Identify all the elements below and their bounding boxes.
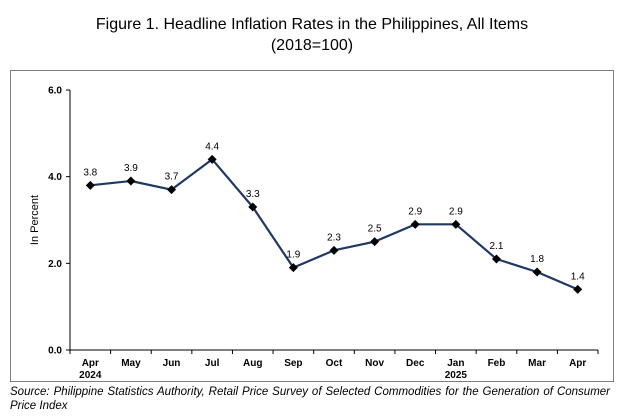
data-point-marker	[248, 202, 258, 212]
source-text: Philippine Statistics Authority, Retail …	[10, 386, 610, 412]
data-label: 2.5	[368, 224, 382, 235]
x-tick-label: Aug	[243, 358, 262, 369]
data-point-marker	[329, 245, 339, 255]
x-tick-label: Apr	[82, 358, 99, 369]
x-tick-year-label: 2025	[445, 370, 468, 381]
series-line	[85, 154, 583, 294]
data-label: 2.3	[327, 232, 341, 243]
source-note: Source: Philippine Statistics Authority, …	[10, 385, 610, 413]
data-label: 1.4	[571, 271, 585, 282]
chart-title-line-2: (2018=100)	[270, 37, 354, 54]
data-label: 3.7	[165, 172, 179, 183]
x-tick-label: Jan	[447, 358, 464, 369]
x-tick-year-label: 2024	[79, 370, 102, 381]
x-tick-label: Oct	[326, 358, 343, 369]
data-labels: 3.8 3.9 3.7 4.4 3.3 1.9 2.3 2.5 2.9 2.9 2.1 1.8 1.4	[83, 141, 585, 282]
data-point-marker	[451, 219, 461, 229]
y-tick-label: 4.0	[48, 172, 62, 183]
data-label: 2.1	[490, 241, 504, 252]
x-tick-label: Nov	[365, 358, 384, 369]
x-tick-label: Dec	[406, 358, 425, 369]
x-tick-label: Sep	[284, 358, 302, 369]
data-point-marker	[491, 254, 501, 264]
x-tick-label: Feb	[488, 358, 506, 369]
data-label: 3.8	[83, 167, 97, 178]
x-tick-label: Jun	[163, 358, 181, 369]
series-polyline	[90, 158, 579, 291]
data-point-marker	[288, 263, 298, 273]
y-tick-label: 6.0	[48, 86, 62, 97]
data-point-marker	[532, 267, 542, 277]
data-point-marker	[370, 237, 380, 247]
data-point-marker	[207, 154, 217, 164]
data-label: 2.9	[408, 206, 422, 217]
chart-title-line-1: Figure 1. Headline Inflation Rates in th…	[95, 16, 529, 33]
x-tick-label: Apr	[569, 358, 586, 369]
data-label: 4.4	[205, 141, 219, 152]
data-point-marker	[410, 219, 420, 229]
data-point-marker	[126, 176, 136, 186]
data-label: 3.9	[124, 163, 138, 174]
chart-title: Figure 1. Headline Inflation Rates in th…	[0, 14, 624, 56]
data-point-marker	[167, 185, 177, 195]
data-label: 1.9	[286, 250, 300, 261]
y-tick-label: 2.0	[48, 259, 62, 270]
data-label: 1.8	[530, 254, 544, 265]
x-tick-label: May	[121, 358, 141, 369]
data-label: 3.3	[246, 189, 260, 200]
y-axis-label: In Percent	[29, 195, 41, 245]
source-label: Source:	[10, 386, 50, 398]
data-label: 2.9	[449, 206, 463, 217]
chart-frame	[10, 70, 614, 382]
x-tick-label: Jul	[205, 358, 220, 369]
data-point-marker	[573, 284, 583, 294]
data-point-marker	[85, 180, 95, 190]
y-tick-label: 0.0	[48, 346, 62, 357]
x-tick-label: Mar	[528, 358, 546, 369]
